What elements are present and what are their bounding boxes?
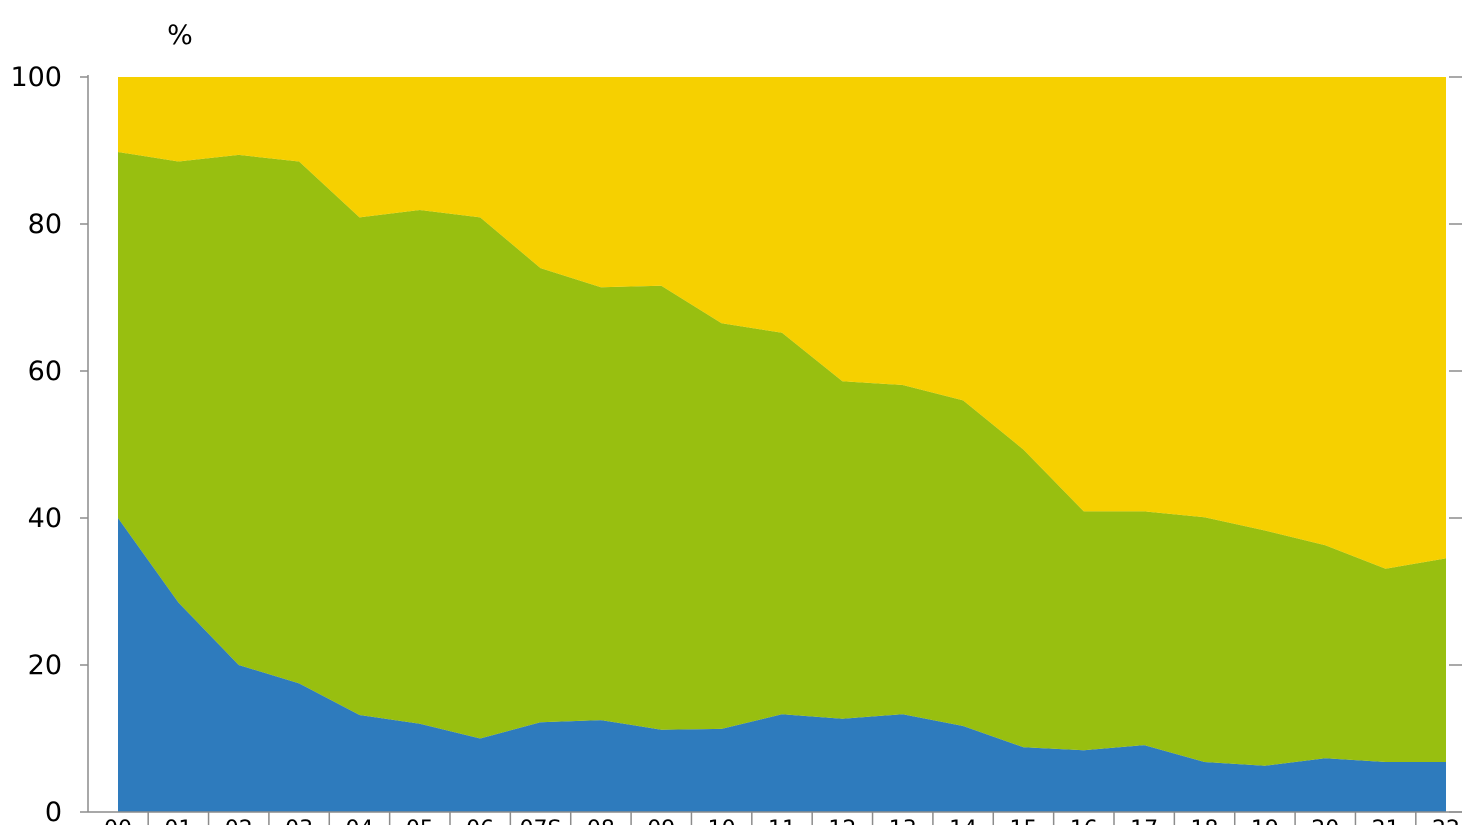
y-tick-label: 100 xyxy=(10,62,62,93)
x-tick-label: 19 xyxy=(1251,817,1279,825)
area-series-3 xyxy=(118,77,1446,569)
x-tick-label: 08 xyxy=(587,817,615,825)
x-tick-label: 07S xyxy=(520,817,562,825)
y-tick-label: 80 xyxy=(28,209,62,240)
x-axis-ticks: 00 01 02 03 04 05 06 07S 08 09 10 11 12 13 14 15 16 17 18 1… xyxy=(104,812,1460,825)
x-tick-label: 03 xyxy=(285,817,313,825)
y-tick-label: 0 xyxy=(45,797,62,825)
y-tick-label: 60 xyxy=(28,356,62,387)
x-tick-label: 11 xyxy=(768,817,796,825)
y-tick-label: 40 xyxy=(28,503,62,534)
x-tick-label: 00 xyxy=(104,817,132,825)
x-tick-label: 09 xyxy=(647,817,675,825)
x-tick-label: 16 xyxy=(1070,817,1098,825)
y-tick-label: 20 xyxy=(28,650,62,681)
x-tick-label: 14 xyxy=(949,817,977,825)
x-tick-label: 06 xyxy=(466,817,494,825)
axes xyxy=(87,75,1462,813)
x-tick-label: 13 xyxy=(889,817,917,825)
x-tick-label: 02 xyxy=(225,817,253,825)
x-tick-label: 10 xyxy=(708,817,736,825)
x-tick-label: 04 xyxy=(345,817,373,825)
x-tick-label: 17 xyxy=(1130,817,1158,825)
x-tick-label: 01 xyxy=(164,817,192,825)
area-series-group xyxy=(118,77,1446,812)
area-series-1 xyxy=(118,518,1446,812)
area-series-2 xyxy=(118,152,1446,766)
x-tick-label: 05 xyxy=(406,817,434,825)
x-tick-label: 20 xyxy=(1311,817,1339,825)
x-tick-label: 15 xyxy=(1009,817,1037,825)
y-axis-unit-label: % xyxy=(167,20,193,51)
x-tick-label: 21 xyxy=(1372,817,1400,825)
x-tick-label: 18 xyxy=(1191,817,1219,825)
x-tick-label: 12 xyxy=(828,817,856,825)
x-tick-label: 22 xyxy=(1432,817,1460,825)
